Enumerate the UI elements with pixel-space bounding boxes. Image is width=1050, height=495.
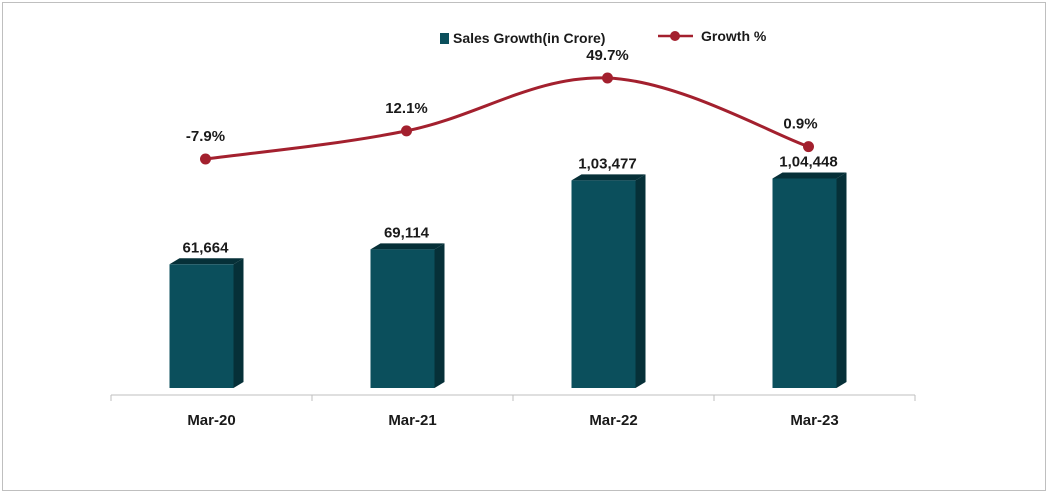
bar-value-label: 1,04,448 (779, 153, 837, 170)
x-tick-label: Mar-22 (589, 412, 637, 429)
bar-side (836, 172, 847, 388)
growth-point (401, 125, 412, 137)
growth-value-label: 49.7% (586, 47, 629, 64)
x-axis-ticks (110, 395, 916, 401)
bar-top (772, 172, 847, 179)
bar-value-label: 69,114 (384, 224, 430, 241)
legend-bar-label: Sales Growth(in Crore) (453, 30, 605, 46)
bar-side (635, 174, 646, 388)
legend-bar-swatch (440, 33, 449, 44)
x-tick-label: Mar-23 (790, 412, 838, 429)
bar-top (571, 174, 646, 181)
bar-side (233, 258, 244, 388)
x-tick-label: Mar-20 (187, 412, 235, 429)
growth-value-label: 0.9% (783, 116, 817, 133)
growth-point (803, 141, 814, 153)
x-tick-label: Mar-21 (388, 412, 436, 429)
bars-layer: 61,664 69,114 1,03,477 1,04,448 (169, 153, 847, 388)
bar (370, 249, 435, 388)
growth-line-layer: -7.9% 12.1% 49.7% 0.9% (186, 47, 818, 165)
legend-line-marker (670, 31, 680, 41)
bar-value-label: 1,03,477 (578, 155, 636, 172)
bar-value-label: 61,664 (183, 239, 230, 256)
bar (772, 178, 837, 388)
x-axis-labels: Mar-20 Mar-21 Mar-22 Mar-23 (187, 412, 838, 429)
growth-point (602, 72, 613, 84)
bar-side (434, 243, 445, 388)
bar-top (169, 258, 244, 265)
combo-chart: Sales Growth(in Crore) Growth % 61,664 69… (110, 28, 916, 429)
bar (571, 180, 636, 388)
legend-line-label: Growth % (701, 28, 767, 44)
growth-line (205, 76, 809, 161)
legend: Sales Growth(in Crore) Growth % (440, 28, 767, 46)
growth-point (200, 153, 211, 165)
growth-value-label: -7.9% (186, 128, 225, 145)
bar-top (370, 243, 445, 250)
bar (169, 264, 234, 388)
growth-value-label: 12.1% (385, 100, 428, 117)
